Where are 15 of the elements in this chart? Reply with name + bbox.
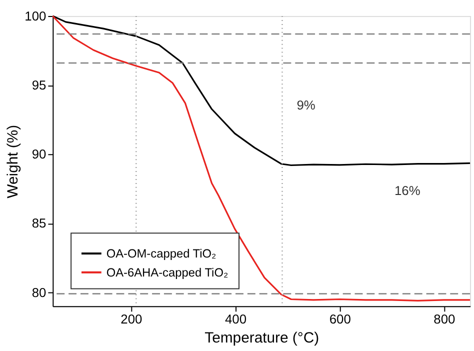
x-axis-title: Temperature (°C) xyxy=(204,330,320,346)
y-axis-title: Weight (%) xyxy=(6,124,22,198)
x-tick-label: 200 xyxy=(120,312,142,327)
annotation: 9% xyxy=(296,97,316,112)
y-tick-label: 85 xyxy=(32,216,46,231)
x-tick-label: 400 xyxy=(224,312,247,327)
y-tick-label: 90 xyxy=(32,146,46,162)
x-tick-label: 800 xyxy=(434,312,456,327)
annotation: 16% xyxy=(394,182,421,198)
x-tick-label: 600 xyxy=(329,312,351,327)
legend-label: OA-OM-capped TiO₂ xyxy=(106,246,217,260)
y-tick-label: 80 xyxy=(32,284,46,300)
y-tick-label: 95 xyxy=(32,78,46,93)
legend-label: OA-6AHA-capped TiO₂ xyxy=(106,265,228,280)
y-tick-label: 100 xyxy=(24,8,46,24)
